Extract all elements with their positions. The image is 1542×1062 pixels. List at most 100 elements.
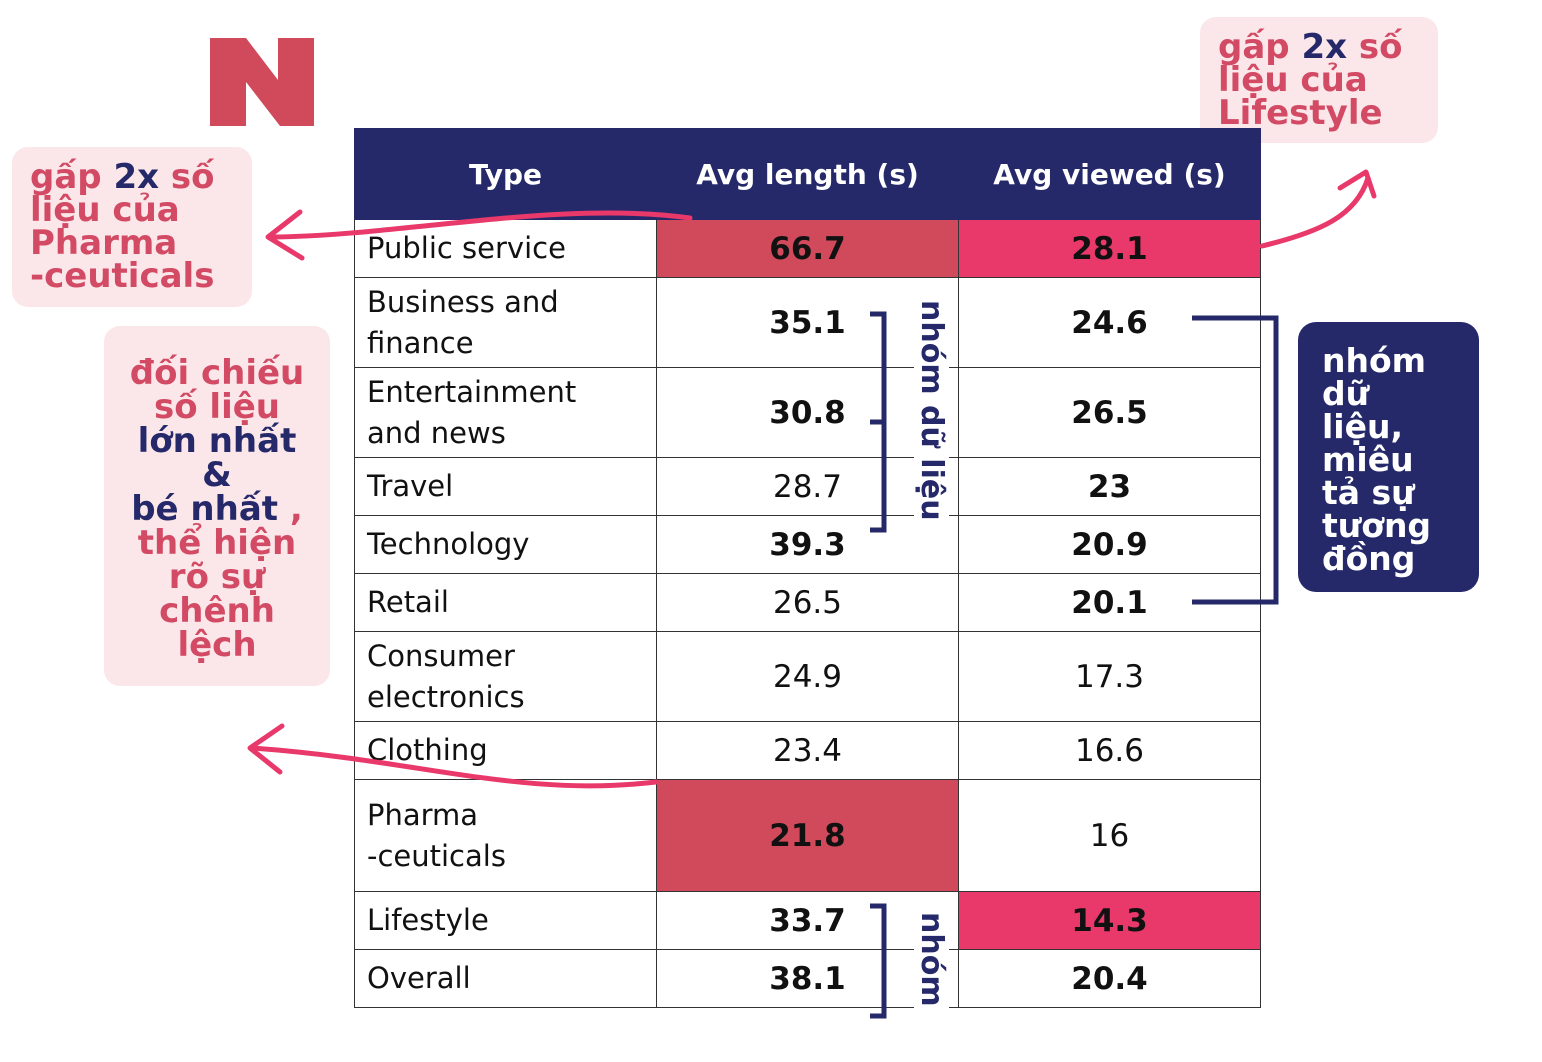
note-text: thể hiện xyxy=(137,523,297,563)
note-text: liệu, xyxy=(1322,407,1404,446)
bracket-label-group1: nhóm dữ liệu xyxy=(914,300,949,540)
note-text: rõ sự xyxy=(168,557,266,597)
type-label-line: Consumer xyxy=(367,638,515,673)
table-body: Public service 66.7 28.1 Business and financ… xyxy=(354,219,1261,1008)
avg-length-cell: 30.8 xyxy=(656,367,959,458)
note-highlight: bé nhất xyxy=(131,489,279,529)
type-label-line: -ceuticals xyxy=(367,838,506,873)
type-label-line: electronics xyxy=(367,679,525,714)
arrowhead xyxy=(265,209,305,261)
type-cell: Business and finance xyxy=(354,277,657,368)
note-text: đối chiếu xyxy=(129,353,305,393)
bracket-length-group xyxy=(870,311,887,533)
type-cell: Public service xyxy=(354,219,657,278)
note-max-min-contrast: đối chiếu số liệu lớn nhất & bé nhất , t… xyxy=(104,326,330,686)
avg-length-cell: 33.7 xyxy=(656,891,959,950)
note-text: Lifestyle xyxy=(1218,93,1383,133)
type-cell: Overall xyxy=(354,949,657,1008)
avg-viewed-cell: 20.1 xyxy=(958,573,1261,632)
avg-length-cell: 35.1 xyxy=(656,277,959,368)
note-text: dữ xyxy=(1322,374,1370,413)
note-text: tả sự xyxy=(1322,473,1415,512)
avg-viewed-cell: 20.4 xyxy=(958,949,1261,1008)
note-text: , xyxy=(278,489,303,529)
brand-logo xyxy=(210,38,314,126)
note-text: số xyxy=(1347,27,1403,67)
type-cell: Lifestyle xyxy=(354,891,657,950)
type-label-line: Technology xyxy=(367,527,530,561)
note-similarity-group: nhóm dữ liệu, miêu tả sự tương đồng xyxy=(1298,322,1479,592)
note-text: tương xyxy=(1322,506,1432,545)
table-row: Lifestyle 33.7 14.3 xyxy=(354,891,1261,950)
arrowhead xyxy=(1337,169,1377,199)
table-row: Public service 66.7 28.1 xyxy=(354,219,1261,278)
video-length-table: Type Avg length (s) Avg viewed (s) Publi… xyxy=(354,128,1261,1008)
type-cell: Consumer electronics xyxy=(354,631,657,722)
type-label-line: Entertainment xyxy=(367,374,577,409)
table-row: Pharma -ceuticals 21.8 16 xyxy=(354,779,1261,892)
table-header-row: Type Avg length (s) Avg viewed (s) xyxy=(354,128,1261,220)
type-label-line: finance xyxy=(367,325,474,360)
avg-viewed-cell: 26.5 xyxy=(958,367,1261,458)
table-row: Entertainment and news 30.8 26.5 xyxy=(354,367,1261,458)
avg-viewed-cell: 16 xyxy=(958,779,1261,892)
note-text: số xyxy=(159,157,215,197)
arrowhead xyxy=(247,723,285,775)
arrow-to-lifestyle-note xyxy=(1259,175,1371,249)
note-text: -ceuticals xyxy=(30,256,215,296)
note-text: số liệu xyxy=(153,387,280,427)
note-highlight: 2x xyxy=(113,157,160,197)
avg-length-cell: 26.5 xyxy=(656,573,959,632)
type-label-line: Overall xyxy=(367,961,471,995)
note-text: liệu của xyxy=(30,190,180,230)
note-text: Pharma xyxy=(30,223,178,263)
bracket-overall-group xyxy=(870,903,887,1019)
avg-viewed-cell: 28.1 xyxy=(958,219,1261,278)
note-highlight: 2x xyxy=(1301,27,1348,67)
type-label-line: Retail xyxy=(367,585,449,619)
note-lifestyle-comparison: gấp 2x số liệu của Lifestyle xyxy=(1200,17,1438,143)
avg-viewed-cell: 16.6 xyxy=(958,721,1261,780)
column-header: Avg length (s) xyxy=(656,128,959,220)
type-cell: Pharma -ceuticals xyxy=(354,779,657,892)
avg-viewed-cell: 24.6 xyxy=(958,277,1261,368)
type-cell: Travel xyxy=(354,457,657,516)
column-header: Avg viewed (s) xyxy=(958,128,1261,220)
note-text: đồng xyxy=(1322,539,1416,578)
note-text: liệu của xyxy=(1218,60,1368,100)
type-label-line: Public service xyxy=(367,231,566,265)
avg-viewed-cell: 20.9 xyxy=(958,515,1261,574)
type-cell: Entertainment and news xyxy=(354,367,657,458)
table-row: Overall 38.1 20.4 xyxy=(354,949,1261,1008)
table-row: Retail 26.5 20.1 xyxy=(354,573,1261,632)
note-text: chênh xyxy=(159,591,275,631)
note-text: gấp xyxy=(30,157,114,197)
note-text: lệch xyxy=(177,625,257,665)
table-row: Consumer electronics 24.9 17.3 xyxy=(354,631,1261,722)
note-text: nhóm xyxy=(1322,341,1427,380)
avg-length-cell: 39.3 xyxy=(656,515,959,574)
table-row: Technology 39.3 20.9 xyxy=(354,515,1261,574)
type-cell: Clothing xyxy=(354,721,657,780)
note-pharma-comparison: gấp 2x số liệu của Pharma -ceuticals xyxy=(12,147,252,307)
column-header: Type xyxy=(354,128,657,220)
type-label-line: Lifestyle xyxy=(367,903,489,937)
arrow-to-contrast-note xyxy=(249,745,659,789)
type-label-line: Travel xyxy=(367,469,454,503)
bracket-viewed-group xyxy=(1192,315,1279,605)
avg-length-cell: 38.1 xyxy=(656,949,959,1008)
note-highlight: & xyxy=(202,455,232,495)
bracket-label-group2: nhóm xyxy=(914,912,949,1012)
table-row: Business and finance 35.1 24.6 xyxy=(354,277,1261,368)
type-cell: Technology xyxy=(354,515,657,574)
note-text: miêu xyxy=(1322,440,1414,479)
type-cell: Retail xyxy=(354,573,657,632)
arrow-to-pharma-note xyxy=(269,210,693,240)
type-label-line: Pharma xyxy=(367,797,479,832)
type-label-line: and news xyxy=(367,415,506,450)
note-text: gấp xyxy=(1218,27,1302,67)
avg-length-cell: 24.9 xyxy=(656,631,959,722)
avg-viewed-cell: 14.3 xyxy=(958,891,1261,950)
type-label-line: Business and xyxy=(367,284,559,319)
